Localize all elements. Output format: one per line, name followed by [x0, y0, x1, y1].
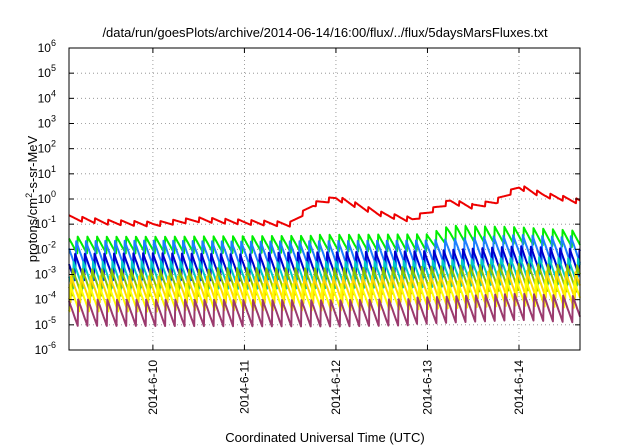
series-line-7	[68, 269, 581, 305]
y-tick-label: 102	[38, 139, 56, 156]
y-tick-label: 100	[38, 189, 56, 206]
y-tick-label: 10-1	[35, 214, 56, 231]
series-line-6	[68, 262, 581, 297]
y-tick-label: 10-4	[35, 290, 56, 307]
chart-title: /data/run/goesPlots/archive/2014-06-14/1…	[102, 25, 548, 40]
y-tick-label: 103	[38, 114, 56, 131]
series-line-9	[68, 292, 581, 328]
y-tick-label: 101	[38, 164, 56, 181]
x-axis-label: Coordinated Universal Time (UTC)	[225, 430, 424, 445]
y-tick-label: 105	[38, 63, 56, 80]
x-tick-label: 2014-6-11	[237, 360, 251, 414]
y-tick-label: 10-5	[35, 315, 56, 332]
y-tick-label: 106	[38, 38, 56, 55]
series-line-1	[68, 185, 581, 228]
y-tick-label: 10-2	[35, 239, 56, 256]
x-tick-label: 2014-6-12	[329, 360, 343, 415]
y-tick-label: 10-6	[35, 340, 56, 357]
series-group	[68, 185, 581, 328]
x-tick-label: 2014-6-14	[512, 360, 526, 415]
y-axis: 10-6 10-5 10-4 10-3 10-2 10-1 100 101 102 103 104 1…	[35, 38, 580, 357]
y-tick-label: 104	[38, 88, 56, 105]
y-tick-label: 10-3	[35, 265, 56, 282]
y-axis-label: protons/cm2-s-sr-MeV	[24, 135, 40, 262]
x-axis: 2014-6-10 2014-6-11 2014-6-12 2014-6-13 2014…	[146, 48, 526, 415]
x-tick-label: 2014-6-13	[420, 360, 434, 415]
x-tick-label: 2014-6-10	[146, 360, 160, 415]
series-line-3	[68, 234, 581, 269]
